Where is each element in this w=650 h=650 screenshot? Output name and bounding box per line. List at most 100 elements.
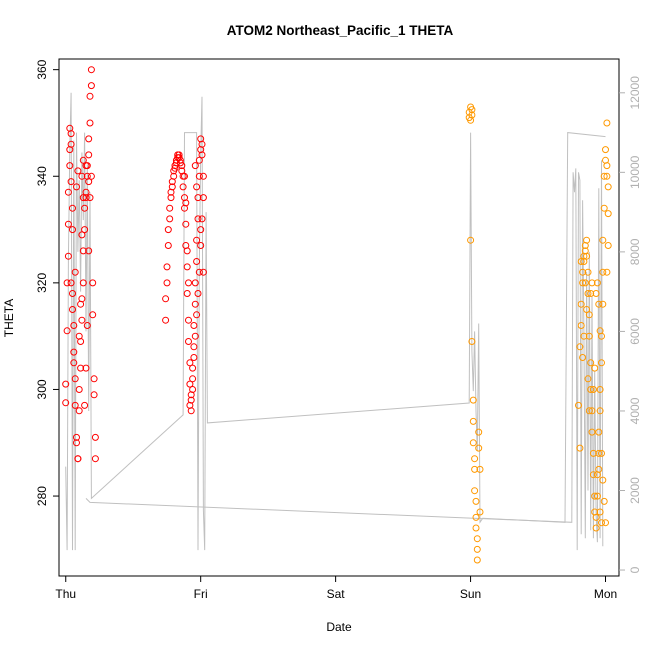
- data-point: [473, 556, 481, 564]
- x-tick-label: Sat: [327, 587, 346, 601]
- data-point: [181, 172, 188, 180]
- data-point: [585, 311, 593, 319]
- data-point: [588, 407, 596, 415]
- data-point: [593, 492, 601, 500]
- chart-title: ATOM2 Northeast_Pacific_1 THETA: [227, 23, 454, 38]
- data-point: [596, 327, 604, 335]
- data-point: [579, 268, 587, 276]
- data-point: [591, 364, 599, 372]
- data-point: [587, 290, 595, 297]
- data-point: [468, 338, 476, 345]
- data-point: [595, 465, 603, 473]
- data-point: [70, 322, 78, 329]
- data-point: [183, 290, 191, 297]
- data-point: [589, 471, 597, 479]
- data-point: [584, 268, 592, 276]
- data-point: [468, 111, 476, 119]
- data-point: [598, 519, 605, 527]
- data-point: [64, 188, 72, 196]
- data-point: [67, 279, 75, 287]
- data-point: [164, 242, 172, 249]
- data-point: [194, 215, 202, 223]
- data-point: [600, 497, 608, 505]
- data-point: [78, 231, 86, 239]
- data-point: [193, 311, 201, 319]
- x-tick-label: Sun: [460, 587, 481, 601]
- data-point: [74, 167, 82, 175]
- data-point: [584, 290, 592, 297]
- data-point: [577, 300, 585, 308]
- data-point: [595, 428, 603, 436]
- data-point: [198, 215, 206, 223]
- data-point: [62, 399, 70, 407]
- data-point: [599, 268, 607, 276]
- y-tick-label: 320: [35, 273, 49, 293]
- data-point: [71, 375, 79, 383]
- data-point: [598, 359, 605, 367]
- data-point: [475, 444, 483, 452]
- data-point: [599, 300, 607, 308]
- data-point: [78, 316, 86, 324]
- data-point: [71, 268, 79, 276]
- data-point: [191, 162, 199, 170]
- data-point: [163, 279, 171, 287]
- data-point: [593, 279, 601, 287]
- data-point: [187, 391, 195, 399]
- data-point: [193, 258, 201, 265]
- data-point: [178, 162, 186, 170]
- depth-line-1: [65, 92, 606, 551]
- data-point: [472, 497, 480, 505]
- data-point: [588, 279, 596, 287]
- data-point: [589, 449, 597, 457]
- data-point: [162, 295, 170, 303]
- data-point: [603, 172, 611, 180]
- data-point: [473, 545, 481, 553]
- point-layer: [62, 66, 612, 564]
- data-point: [604, 210, 612, 218]
- data-point: [90, 391, 98, 399]
- data-point: [598, 449, 605, 457]
- data-point: [472, 513, 480, 521]
- data-point: [588, 428, 596, 436]
- data-point: [87, 82, 95, 90]
- data-point: [79, 156, 87, 164]
- data-point: [579, 279, 587, 287]
- y2-tick-label: 10000: [628, 155, 642, 189]
- data-point: [79, 194, 87, 202]
- data-point: [591, 492, 599, 500]
- data-point: [73, 183, 80, 191]
- data-point: [85, 178, 93, 186]
- y-tick-label: 300: [35, 379, 49, 399]
- data-point: [600, 204, 608, 212]
- data-point: [596, 407, 604, 415]
- y2-tick-label: 8000: [628, 238, 642, 265]
- data-point: [87, 172, 95, 180]
- data-point: [476, 465, 484, 473]
- data-point: [179, 183, 187, 191]
- data-point: [596, 508, 604, 516]
- data-point: [595, 449, 603, 457]
- data-point: [604, 242, 612, 249]
- data-point: [86, 92, 94, 100]
- data-point: [70, 359, 78, 367]
- data-point: [67, 178, 75, 186]
- data-point: [79, 279, 87, 287]
- data-point: [584, 375, 592, 383]
- data-point: [77, 300, 85, 308]
- data-point: [67, 130, 75, 138]
- data-point: [83, 322, 91, 329]
- y2-tick-label: 2000: [628, 477, 642, 504]
- data-point: [581, 279, 589, 287]
- data-point: [163, 263, 171, 271]
- data-point: [475, 428, 483, 436]
- data-point: [185, 338, 192, 345]
- data-point: [90, 375, 98, 383]
- data-point: [79, 247, 87, 255]
- data-point: [186, 359, 194, 367]
- data-point: [198, 140, 206, 148]
- y2-tick-label: 6000: [628, 318, 642, 345]
- data-point: [579, 354, 587, 361]
- data-point: [576, 343, 584, 351]
- data-point: [194, 194, 202, 202]
